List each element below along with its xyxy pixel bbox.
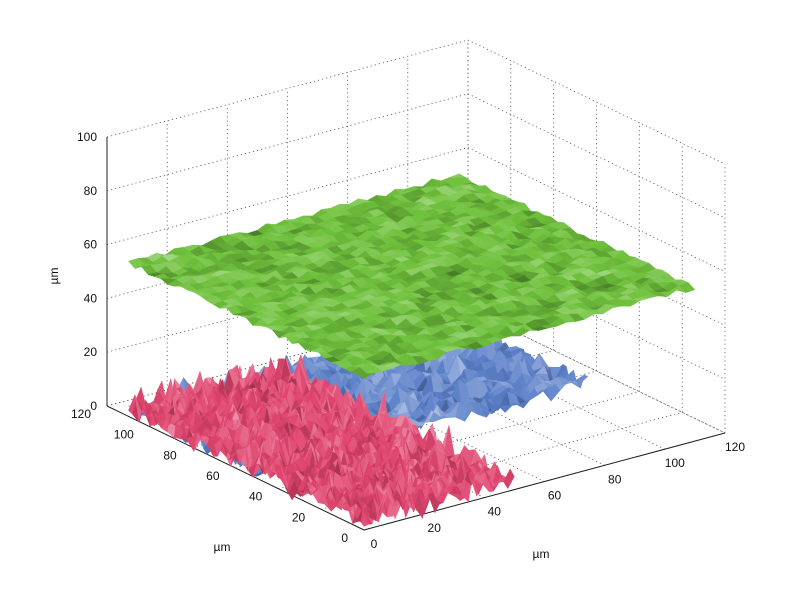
pink-surface	[128, 354, 515, 527]
x-tick-label: 80	[608, 472, 622, 486]
y-tick-label: 80	[163, 448, 177, 462]
tick-labels: 0204060801000204060801001200204060801001…	[71, 130, 745, 551]
z-tick-label: 40	[84, 291, 98, 305]
x-axis-label: µm	[533, 547, 550, 561]
z-tick-label: 0	[90, 399, 97, 413]
surface-cell	[678, 282, 696, 293]
y-tick-label: 40	[249, 490, 263, 504]
y-tick-label: 20	[292, 510, 306, 524]
y-tick-label: 60	[206, 469, 220, 483]
x-tick-label: 0	[371, 537, 378, 551]
z-axis-label: µm	[47, 268, 61, 285]
y-axis-label: µm	[214, 540, 231, 554]
surface-cell	[574, 374, 589, 385]
surface-layer	[127, 173, 696, 527]
y-tick-label: 120	[71, 407, 91, 421]
green-surface	[128, 173, 696, 380]
z-tick-label: 60	[84, 238, 98, 252]
z-tick-label: 100	[77, 130, 97, 144]
surface-cell	[503, 468, 515, 490]
y-tick-label: 0	[341, 531, 348, 545]
x-tick-label: 60	[548, 489, 562, 503]
x-tick-label: 40	[488, 505, 502, 519]
z-tick-label: 20	[84, 345, 98, 359]
x-tick-label: 100	[665, 456, 685, 470]
z-tick-label: 80	[84, 184, 98, 198]
y-tick-label: 100	[114, 428, 134, 442]
x-tick-label: 120	[725, 440, 745, 454]
x-tick-label: 20	[428, 521, 442, 535]
surface-cell	[450, 173, 467, 178]
